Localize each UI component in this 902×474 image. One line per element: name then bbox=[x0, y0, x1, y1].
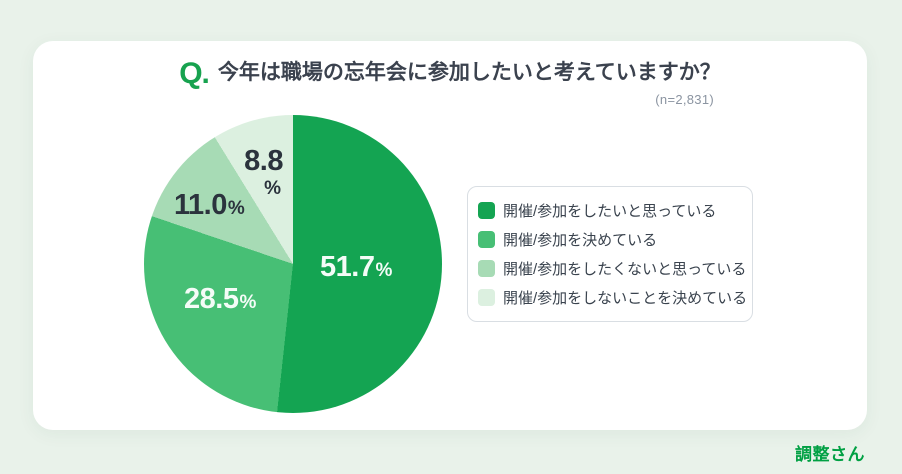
pie-value-label: 28.5% bbox=[184, 285, 256, 314]
legend-box: 開催/参加をしたいと思っている 開催/参加を決めている 開催/参加をしたくないと… bbox=[467, 186, 753, 322]
legend-item-label: 開催/参加をしたくないと思っている bbox=[503, 261, 747, 278]
pie-value-label: 11.0% bbox=[174, 191, 245, 220]
legend-swatch bbox=[478, 202, 495, 219]
pie-value-label: 8.8% bbox=[233, 145, 283, 199]
percent-sign: % bbox=[239, 292, 257, 313]
survey-card: Q. 今年は職場の忘年会に参加したいと考えていますか？ (n=2,831) 51… bbox=[33, 41, 867, 430]
question-header: Q. 今年は職場の忘年会に参加したいと考えていますか？ bbox=[33, 57, 867, 89]
pie-value: 11.0 bbox=[174, 189, 227, 221]
percent-sign: % bbox=[264, 178, 281, 199]
legend-item: 開催/参加をしたくないと思っている bbox=[478, 255, 746, 283]
legend-item: 開催/参加をしないことを決めている bbox=[478, 284, 747, 312]
page-title: 今年は職場の忘年会に参加したいと考えていますか？ bbox=[217, 61, 721, 85]
legend-item-label: 開催/参加をしないことを決めている bbox=[503, 290, 748, 307]
percent-sign: % bbox=[227, 198, 245, 219]
legend-item: 開催/参加をしたいと思っている bbox=[478, 197, 742, 225]
legend-item-label: 開催/参加を決めている bbox=[503, 232, 658, 249]
percent-sign: % bbox=[375, 260, 393, 281]
sample-size-label: (n=2,831) bbox=[655, 92, 714, 107]
pie-value: 8.8 bbox=[244, 145, 283, 177]
legend-swatch bbox=[478, 260, 495, 277]
pie-value-label: 51.7% bbox=[320, 253, 392, 282]
legend-swatch bbox=[478, 231, 495, 248]
pie-value: 28.5 bbox=[184, 283, 239, 315]
brand-logo: 調整さん bbox=[795, 445, 865, 464]
legend-item-label: 開催/参加をしたいと思っている bbox=[503, 203, 717, 220]
question-prefix: Q. bbox=[179, 57, 210, 90]
pie-chart bbox=[144, 115, 442, 413]
pie-value: 51.7 bbox=[320, 251, 375, 283]
legend-item: 開催/参加を決めている bbox=[478, 226, 742, 254]
legend-swatch bbox=[478, 289, 495, 306]
